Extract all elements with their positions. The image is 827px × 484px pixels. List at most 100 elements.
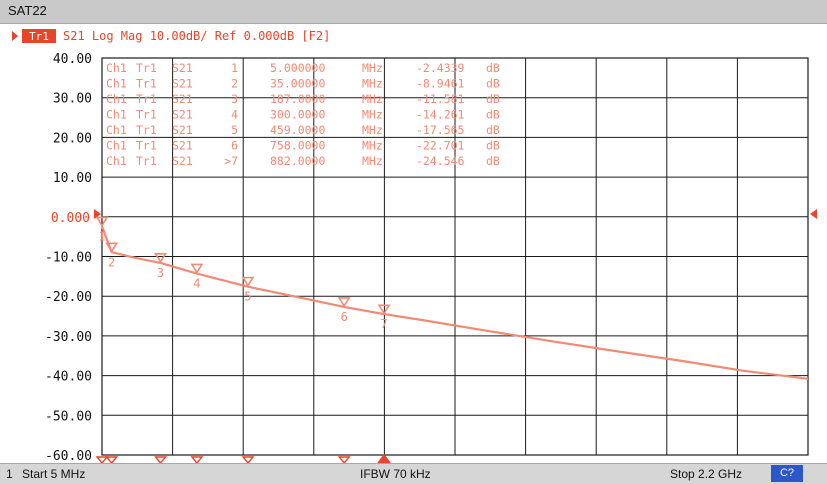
y-tick-label: 0.000 <box>51 211 90 226</box>
marker-table-cell: Tr1 <box>136 61 157 75</box>
marker-table-cell: 758.0000 <box>270 139 325 153</box>
marker-table-cell: dB <box>486 61 500 75</box>
marker-table-cell: -8.9461 <box>416 77 465 91</box>
marker-position-indicator-icon[interactable] <box>95 456 109 463</box>
active-trace-arrow-icon <box>12 31 18 41</box>
start-frequency[interactable]: Start 5 MHz <box>22 467 86 481</box>
marker-table-cell: 2 <box>231 77 238 91</box>
marker-table-cell: dB <box>486 108 500 122</box>
marker-table-cell: Tr1 <box>136 123 157 137</box>
marker-table-cell: S21 <box>172 139 193 153</box>
trace-header-text: S21 Log Mag 10.00dB/ Ref 0.000dB [F2] <box>63 29 330 43</box>
marker-table-cell: Tr1 <box>136 92 157 106</box>
y-tick-label: -20.00 <box>45 290 92 305</box>
y-tick-label: -10.00 <box>45 251 92 266</box>
marker-table-cell: Ch1 <box>106 92 127 106</box>
marker-table-cell: MHz <box>362 77 383 91</box>
trace-id-badge[interactable] <box>22 29 56 43</box>
marker-table-cell: MHz <box>362 108 383 122</box>
y-axis-tick-labels: 40.00 30.00 20.00 10.00 0.000 -10.00 -20.00 -30… <box>45 52 92 463</box>
marker-label: 3 <box>157 266 164 280</box>
marker-triangle-icon[interactable] <box>241 276 255 288</box>
marker-table-cell: Tr1 <box>136 108 157 122</box>
marker-table-cell: -14.261 <box>416 108 465 122</box>
y-tick-label: -50.00 <box>45 409 92 424</box>
y-tick-label: -40.00 <box>45 370 92 385</box>
channel-number[interactable]: 1 <box>6 467 13 481</box>
marker-table-cell: dB <box>486 77 500 91</box>
marker-table-cell: 300.0000 <box>270 108 325 122</box>
trace-layer <box>100 225 809 380</box>
marker-table-cell: -17.565 <box>416 123 464 137</box>
marker-table-cell: Ch1 <box>106 123 127 137</box>
marker-table-cell: 5 <box>231 123 238 137</box>
y-tick-label: 40.00 <box>53 52 92 67</box>
trace-plot[interactable]: Tr1 S21 Log Mag 10.00dB/ Ref 0.000dB [F2… <box>0 24 827 463</box>
marker-triangle-icon[interactable] <box>95 216 109 227</box>
marker-table-cell: S21 <box>172 92 193 106</box>
marker-label: 6 <box>341 310 348 324</box>
y-tick-label: 10.00 <box>53 171 92 186</box>
ref-level-arrow-left-icon[interactable] <box>94 209 101 219</box>
reference-indicators <box>94 209 817 219</box>
marker-table-cell: 6 <box>231 139 238 153</box>
marker-label: 5 <box>244 290 251 304</box>
marker-table-cell: -22.701 <box>416 139 465 153</box>
marker-triangle-icon[interactable] <box>377 304 391 315</box>
y-tick-label: -60.00 <box>45 449 92 463</box>
marker-table-cell: Tr1 <box>136 139 157 153</box>
marker-table-cell: S21 <box>172 61 193 75</box>
marker-table-cell: 187.0000 <box>270 92 325 106</box>
marker-position-indicator-icon[interactable] <box>190 456 204 463</box>
marker-table-cell: Tr1 <box>136 77 157 91</box>
marker-readout-table: Ch1 Tr1 S21 1 5.000000 MHz -2.4339 dB Ch1 Tr1 S21 2… <box>106 61 500 168</box>
y-tick-label: 30.00 <box>53 92 92 107</box>
marker-position-indicator-icon[interactable] <box>337 456 351 463</box>
marker-table-cell: Ch1 <box>106 154 127 168</box>
marker-triangle-icon[interactable] <box>337 297 351 308</box>
marker-table-cell: dB <box>486 154 500 168</box>
marker-table-cell: S21 <box>172 108 193 122</box>
marker-position-indicator-icon[interactable] <box>105 456 119 463</box>
ifbw-setting[interactable]: IFBW 70 kHz <box>360 467 431 481</box>
window-title-bar: SAT22 <box>0 0 827 24</box>
marker-table-cell: MHz <box>362 92 383 106</box>
stop-frequency[interactable]: Stop 2.2 GHz <box>670 467 743 481</box>
ref-level-arrow-right-icon[interactable] <box>810 209 817 219</box>
marker-position-indicator-icon[interactable] <box>377 453 391 463</box>
marker-table-cell: S21 <box>172 154 193 168</box>
marker-triangle-icon[interactable] <box>154 252 167 264</box>
marker-position-indicator-icon[interactable] <box>154 456 168 463</box>
marker-triangle-icon[interactable] <box>105 242 119 253</box>
marker-table-cell: 1 <box>231 61 238 75</box>
trace-header[interactable]: Tr1 S21 Log Mag 10.00dB/ Ref 0.000dB [F2… <box>12 29 330 43</box>
marker-table-cell: 35.00000 <box>270 77 325 91</box>
marker-table-cell: 5.000000 <box>270 61 325 75</box>
marker-table-cell: -11.581 <box>416 92 465 106</box>
marker-table-cell: dB <box>486 92 500 106</box>
marker-table-cell: Ch1 <box>106 61 127 75</box>
y-tick-label: -30.00 <box>45 330 92 345</box>
trace-line-s21 <box>100 225 809 380</box>
marker-table-cell: S21 <box>172 77 193 91</box>
marker-table-cell: MHz <box>362 154 383 168</box>
marker-table-cell: MHz <box>362 123 383 137</box>
calibration-status-badge[interactable]: C? <box>771 465 803 482</box>
marker-table-cell: 4 <box>231 108 238 122</box>
marker-table-cell: dB <box>486 139 500 153</box>
marker-label: 2 <box>108 255 115 269</box>
marker-table-cell: dB <box>486 123 500 137</box>
y-tick-label: 20.00 <box>53 131 92 146</box>
marker-table-cell: -24.546 <box>416 154 465 168</box>
marker-label: 4 <box>193 276 200 290</box>
marker-position-indicator-icon[interactable] <box>241 456 255 463</box>
marker-triangle-icon[interactable] <box>190 263 204 274</box>
marker-table-cell: 3 <box>231 92 238 106</box>
marker-table-cell: Ch1 <box>106 108 127 122</box>
marker-label: 7 <box>380 317 387 331</box>
marker-table-cell: MHz <box>362 139 383 153</box>
window-title: SAT22 <box>8 3 47 18</box>
status-bar: 1 Start 5 MHz IFBW 70 kHz Stop 2.2 GHz C… <box>0 463 827 484</box>
marker-table-cell: Tr1 <box>136 154 157 168</box>
